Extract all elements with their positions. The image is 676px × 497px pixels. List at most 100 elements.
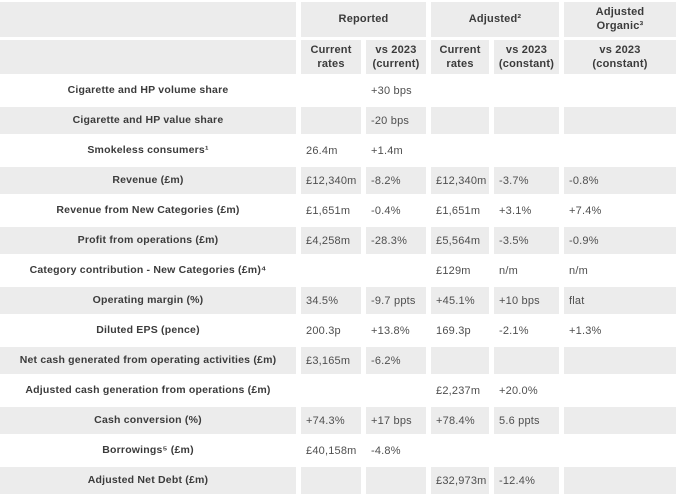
cell-reported-current: £4,258m	[301, 227, 361, 255]
table-group-header-row: Reported Adjusted² Adjusted Organic³	[0, 2, 676, 37]
table-row-cash-conversion: Cash conversion (%) +74.3% +17 bps +78.4…	[0, 407, 676, 435]
group-header-adjusted: Adjusted²	[431, 2, 559, 37]
cell-organic-vs: flat	[564, 287, 676, 315]
cell-adjusted-current	[431, 77, 489, 105]
row-label: Smokeless consumers¹	[0, 137, 296, 165]
cell-reported-current	[301, 467, 361, 495]
cell-adjusted-current: £5,564m	[431, 227, 489, 255]
cell-reported-current: 26.4m	[301, 137, 361, 165]
cell-adjusted-vs	[494, 437, 559, 465]
table-row-revenue-new-categories: Revenue from New Categories (£m) £1,651m…	[0, 197, 676, 225]
table-row-operating-margin: Operating margin (%) 34.5% -9.7 ppts +45…	[0, 287, 676, 315]
cell-adjusted-vs: +20.0%	[494, 377, 559, 405]
cell-organic-vs: -0.9%	[564, 227, 676, 255]
column-header-organic-vs-2023: vs 2023 (constant)	[564, 39, 676, 75]
table-row-borrowings: Borrowings⁵ (£m) £40,158m -4.8%	[0, 437, 676, 465]
cell-adjusted-vs: -3.5%	[494, 227, 559, 255]
table-row-cigarette-hp-value-share: Cigarette and HP value share -20 bps	[0, 107, 676, 135]
table-row-adjusted-cash-generation: Adjusted cash generation from operations…	[0, 377, 676, 405]
cell-organic-vs: +7.4%	[564, 197, 676, 225]
cell-organic-vs: n/m	[564, 257, 676, 285]
row-label: Adjusted cash generation from operations…	[0, 377, 296, 405]
cell-reported-vs	[366, 257, 426, 285]
cell-organic-vs	[564, 347, 676, 375]
table-row-cigarette-hp-volume-share: Cigarette and HP volume share +30 bps	[0, 77, 676, 105]
cell-reported-vs: -9.7 ppts	[366, 287, 426, 315]
row-label: Revenue from New Categories (£m)	[0, 197, 296, 225]
cell-adjusted-vs: 5.6 ppts	[494, 407, 559, 435]
table-row-revenue: Revenue (£m) £12,340m -8.2% £12,340m -3.…	[0, 167, 676, 195]
cell-reported-current: 34.5%	[301, 287, 361, 315]
cell-reported-vs: -20 bps	[366, 107, 426, 135]
cell-organic-vs	[564, 107, 676, 135]
cell-reported-vs: +17 bps	[366, 407, 426, 435]
cell-adjusted-vs	[494, 137, 559, 165]
cell-reported-vs: +30 bps	[366, 77, 426, 105]
cell-reported-current: +74.3%	[301, 407, 361, 435]
cell-adjusted-current: £12,340m	[431, 167, 489, 195]
cell-adjusted-current: £32,973m	[431, 467, 489, 495]
cell-reported-current: £1,651m	[301, 197, 361, 225]
cell-adjusted-vs	[494, 77, 559, 105]
row-label: Cigarette and HP volume share	[0, 77, 296, 105]
row-label: Diluted EPS (pence)	[0, 317, 296, 345]
row-label: Adjusted Net Debt (£m)	[0, 467, 296, 495]
cell-reported-vs	[366, 377, 426, 405]
table-row-adjusted-net-debt: Adjusted Net Debt (£m) £32,973m -12.4%	[0, 467, 676, 495]
cell-reported-current: 200.3p	[301, 317, 361, 345]
cell-adjusted-vs: -2.1%	[494, 317, 559, 345]
group-header-adjusted-organic: Adjusted Organic³	[564, 2, 676, 37]
cell-adjusted-current: £1,651m	[431, 197, 489, 225]
table-row-profit-from-operations: Profit from operations (£m) £4,258m -28.…	[0, 227, 676, 255]
row-label: Net cash generated from operating activi…	[0, 347, 296, 375]
cell-adjusted-current: 169.3p	[431, 317, 489, 345]
cell-adjusted-current: +78.4%	[431, 407, 489, 435]
table-row-diluted-eps: Diluted EPS (pence) 200.3p +13.8% 169.3p…	[0, 317, 676, 345]
cell-reported-current: £40,158m	[301, 437, 361, 465]
column-header-empty	[0, 39, 296, 75]
cell-adjusted-vs: +10 bps	[494, 287, 559, 315]
row-label: Profit from operations (£m)	[0, 227, 296, 255]
cell-adjusted-vs: -3.7%	[494, 167, 559, 195]
table-row-smokeless-consumers: Smokeless consumers¹ 26.4m +1.4m	[0, 137, 676, 165]
table-row-category-contribution: Category contribution - New Categories (…	[0, 257, 676, 285]
cell-organic-vs: -0.8%	[564, 167, 676, 195]
cell-adjusted-current: +45.1%	[431, 287, 489, 315]
cell-organic-vs	[564, 407, 676, 435]
column-header-adjusted-vs-2023: vs 2023 (constant)	[494, 39, 559, 75]
cell-reported-vs: -8.2%	[366, 167, 426, 195]
cell-adjusted-vs: -12.4%	[494, 467, 559, 495]
row-label: Operating margin (%)	[0, 287, 296, 315]
cell-adjusted-vs	[494, 107, 559, 135]
column-header-reported-current-rates: Current rates	[301, 39, 361, 75]
row-label: Category contribution - New Categories (…	[0, 257, 296, 285]
cell-adjusted-current	[431, 437, 489, 465]
row-label: Revenue (£m)	[0, 167, 296, 195]
cell-reported-vs: -4.8%	[366, 437, 426, 465]
cell-adjusted-current	[431, 107, 489, 135]
cell-adjusted-current	[431, 347, 489, 375]
cell-reported-vs: -28.3%	[366, 227, 426, 255]
cell-organic-vs: +1.3%	[564, 317, 676, 345]
row-label: Borrowings⁵ (£m)	[0, 437, 296, 465]
cell-adjusted-vs: n/m	[494, 257, 559, 285]
cell-reported-vs	[366, 467, 426, 495]
cell-reported-current	[301, 257, 361, 285]
cell-reported-current	[301, 377, 361, 405]
row-label: Cash conversion (%)	[0, 407, 296, 435]
cell-adjusted-current: £129m	[431, 257, 489, 285]
cell-organic-vs	[564, 437, 676, 465]
cell-reported-vs: -6.2%	[366, 347, 426, 375]
group-header-reported: Reported	[301, 2, 426, 37]
cell-reported-current	[301, 107, 361, 135]
cell-reported-vs: +13.8%	[366, 317, 426, 345]
cell-adjusted-vs: +3.1%	[494, 197, 559, 225]
cell-reported-current	[301, 77, 361, 105]
cell-reported-vs: -0.4%	[366, 197, 426, 225]
cell-organic-vs	[564, 137, 676, 165]
cell-reported-current: £12,340m	[301, 167, 361, 195]
table-column-header-row: Current rates vs 2023 (current) Current …	[0, 39, 676, 75]
cell-reported-vs: +1.4m	[366, 137, 426, 165]
row-label: Cigarette and HP value share	[0, 107, 296, 135]
